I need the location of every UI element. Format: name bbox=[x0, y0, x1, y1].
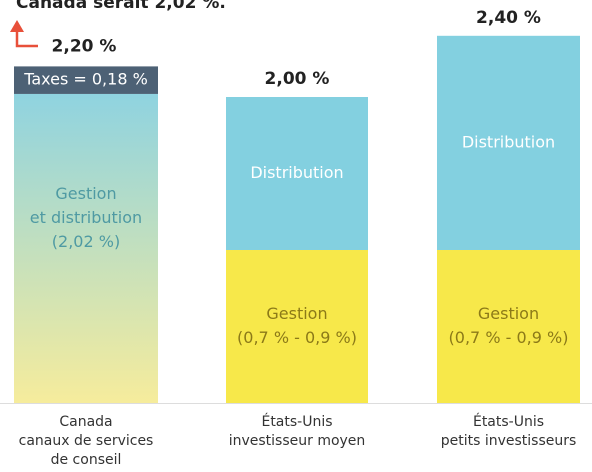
segment-label: (0,7 % - 0,9 %) bbox=[237, 328, 357, 347]
x-tick-label: de conseil bbox=[51, 452, 122, 468]
segment-label: et distribution bbox=[30, 208, 142, 227]
total-label: 2,00 % bbox=[265, 69, 330, 89]
bar-segment bbox=[437, 250, 580, 403]
segment-label: Gestion bbox=[478, 304, 539, 323]
segment-label: Taxes = 0,18 % bbox=[23, 70, 148, 89]
segment-label: Gestion bbox=[266, 304, 327, 323]
segment-label: Distribution bbox=[250, 163, 343, 182]
bar-segment bbox=[226, 250, 368, 403]
x-tick-label: investisseur moyen bbox=[229, 433, 366, 449]
x-tick-label: Canada bbox=[59, 414, 112, 430]
total-label: 2,40 % bbox=[476, 8, 541, 28]
x-tick-label: petits investisseurs bbox=[441, 433, 577, 449]
x-tick-label: États-Unis bbox=[473, 413, 544, 430]
arrow bbox=[10, 20, 38, 48]
bar-segment bbox=[226, 97, 368, 250]
bar-segment bbox=[437, 35, 580, 250]
arrow-line bbox=[15, 30, 38, 48]
x-tick-label: canaux de services bbox=[19, 433, 154, 449]
total-label: 2,20 % bbox=[52, 36, 117, 56]
bar-segment bbox=[14, 93, 158, 403]
arrow-head bbox=[10, 20, 24, 32]
segment-label: (0,7 % - 0,9 %) bbox=[449, 328, 569, 347]
x-tick-label: États-Unis bbox=[261, 413, 332, 430]
bar-segment bbox=[14, 66, 158, 94]
segment-label: Gestion bbox=[55, 184, 116, 203]
top-note: Canada serait 2,02 %. bbox=[16, 0, 226, 13]
segment-label: Distribution bbox=[462, 132, 555, 151]
segment-label: (2,02 %) bbox=[52, 232, 120, 251]
